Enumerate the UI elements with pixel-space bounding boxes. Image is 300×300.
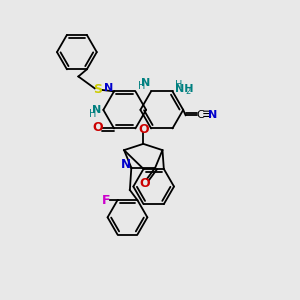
Text: H: H <box>138 81 146 91</box>
Text: N: N <box>121 158 131 171</box>
Text: O: O <box>92 121 103 134</box>
Text: S: S <box>93 83 102 96</box>
Text: F: F <box>101 194 110 207</box>
Text: O: O <box>139 177 150 190</box>
Text: O: O <box>138 123 148 136</box>
Text: N: N <box>141 78 150 88</box>
Text: NH: NH <box>176 84 194 94</box>
Text: 2: 2 <box>185 87 190 96</box>
Text: H: H <box>176 80 183 90</box>
Text: N: N <box>208 110 218 120</box>
Text: C: C <box>196 110 204 120</box>
Text: N: N <box>104 83 113 93</box>
Text: ≡: ≡ <box>202 108 212 121</box>
Text: H: H <box>89 109 96 119</box>
Text: N: N <box>92 105 101 115</box>
